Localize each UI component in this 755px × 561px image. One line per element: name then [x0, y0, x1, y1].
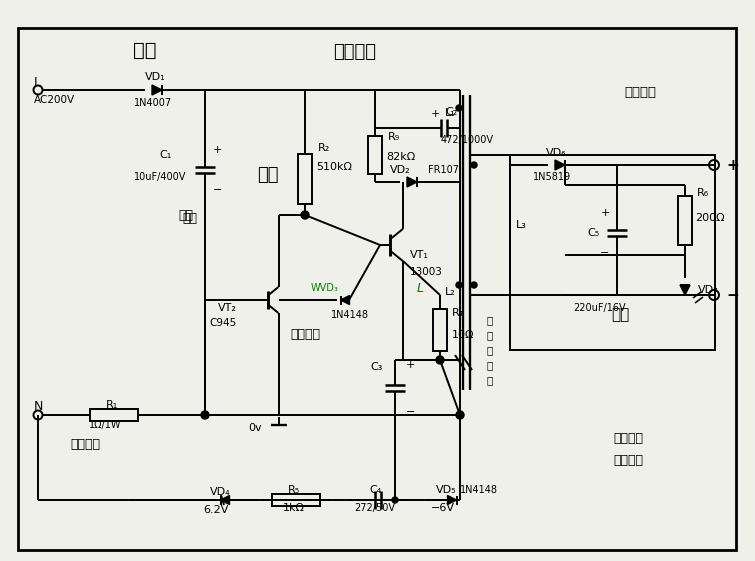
Circle shape: [201, 411, 209, 419]
Text: +: +: [213, 145, 223, 155]
Text: L₃: L₃: [516, 220, 527, 230]
Text: R₉: R₉: [388, 132, 400, 142]
Text: 510kΩ: 510kΩ: [316, 162, 352, 172]
Text: C₂: C₂: [445, 107, 458, 117]
Text: 220uF/16V: 220uF/16V: [574, 303, 627, 313]
Circle shape: [471, 162, 477, 168]
Text: 13003: 13003: [410, 267, 443, 277]
Polygon shape: [407, 177, 417, 187]
Text: L: L: [34, 76, 41, 89]
Circle shape: [471, 282, 477, 288]
Bar: [678, 195, 692, 245]
Text: −: −: [213, 185, 223, 195]
Text: +: +: [431, 109, 440, 119]
Text: C₁: C₁: [159, 150, 171, 160]
Circle shape: [301, 211, 309, 219]
Text: 尖峰吸收: 尖峰吸收: [334, 43, 377, 61]
Text: VD₂: VD₂: [390, 165, 410, 175]
Text: R₆: R₆: [697, 188, 709, 198]
Text: 压: 压: [487, 360, 493, 370]
Text: N: N: [34, 401, 43, 413]
Text: R₅: R₅: [288, 485, 300, 495]
Text: 200Ω: 200Ω: [695, 213, 725, 223]
Text: +: +: [726, 158, 738, 172]
Text: 频: 频: [487, 330, 493, 340]
Text: −: −: [406, 407, 415, 417]
Text: 稳压电路: 稳压电路: [613, 431, 643, 444]
Text: 1N4148: 1N4148: [460, 485, 498, 495]
Text: 1N5819: 1N5819: [533, 172, 571, 182]
Text: VT₁: VT₁: [410, 250, 429, 260]
Text: 滤波: 滤波: [178, 209, 193, 222]
Text: VD₆: VD₆: [546, 148, 566, 158]
Text: 变: 变: [487, 345, 493, 355]
Text: 反馈电路: 反馈电路: [613, 453, 643, 467]
Polygon shape: [152, 85, 162, 95]
Text: WVD₃: WVD₃: [311, 283, 339, 293]
Polygon shape: [220, 495, 230, 504]
Text: 振荡: 振荡: [257, 166, 279, 184]
Text: 输出: 输出: [611, 307, 629, 323]
Text: VD₇: VD₇: [698, 285, 719, 295]
Text: FR107: FR107: [428, 165, 459, 175]
Bar: [368, 136, 382, 174]
Text: 1N4007: 1N4007: [134, 98, 172, 108]
Text: 82kΩ: 82kΩ: [386, 152, 415, 162]
Text: +: +: [406, 360, 415, 370]
Text: 472/1000V: 472/1000V: [441, 135, 494, 145]
Text: 10Ω: 10Ω: [452, 330, 474, 340]
Text: L₂: L₂: [445, 287, 456, 297]
Circle shape: [456, 105, 462, 111]
Text: AC200V: AC200V: [34, 95, 76, 105]
Bar: [298, 154, 312, 204]
Text: 高: 高: [487, 315, 493, 325]
Text: VT₂: VT₂: [218, 303, 237, 313]
Polygon shape: [341, 296, 350, 305]
Text: 1N4148: 1N4148: [331, 310, 369, 320]
Text: 6.2V: 6.2V: [203, 505, 229, 515]
Text: 输出指示: 输出指示: [624, 85, 656, 99]
Text: C945: C945: [210, 318, 237, 328]
Text: 10uF/400V: 10uF/400V: [134, 172, 186, 182]
Text: +: +: [600, 208, 610, 218]
Text: 滤波: 滤波: [183, 211, 198, 224]
Text: VD₅: VD₅: [436, 485, 456, 495]
Text: 1Ω/1W: 1Ω/1W: [89, 420, 122, 430]
Text: 272/50V: 272/50V: [355, 503, 396, 513]
Bar: [510, 155, 715, 350]
Circle shape: [436, 356, 444, 364]
Text: R₄: R₄: [452, 308, 464, 318]
Text: −6V: −6V: [431, 503, 455, 513]
Polygon shape: [448, 495, 457, 504]
Text: L₁: L₁: [445, 108, 456, 118]
Text: −: −: [600, 248, 610, 258]
Text: R₁: R₁: [106, 400, 118, 410]
Bar: [433, 309, 447, 351]
Text: L: L: [417, 282, 424, 295]
Circle shape: [456, 411, 464, 419]
Circle shape: [456, 282, 462, 288]
Polygon shape: [680, 285, 690, 295]
Text: VD₄: VD₄: [210, 487, 230, 497]
Text: C₄: C₄: [370, 485, 382, 495]
Text: 器: 器: [487, 375, 493, 385]
Circle shape: [392, 497, 398, 503]
Text: 整流: 整流: [133, 40, 157, 59]
Text: C₃: C₃: [371, 362, 383, 372]
Text: 过流保护: 过流保护: [290, 329, 320, 342]
Text: 1kΩ: 1kΩ: [283, 503, 305, 513]
Text: 短路保护: 短路保护: [70, 439, 100, 452]
Text: C₅: C₅: [588, 228, 600, 238]
Text: R₂: R₂: [318, 143, 330, 153]
Bar: [90, 409, 138, 421]
Text: −: −: [726, 287, 738, 302]
Text: 0v: 0v: [248, 423, 262, 433]
Text: VD₁: VD₁: [145, 72, 165, 82]
Bar: [273, 494, 320, 506]
Polygon shape: [555, 160, 565, 170]
